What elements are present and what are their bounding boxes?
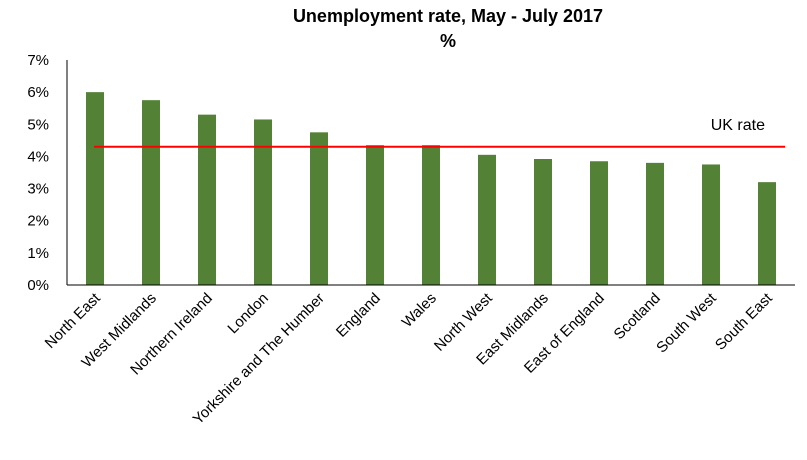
x-tick-label: Scotland <box>611 290 664 343</box>
bar <box>310 132 328 285</box>
y-tick-label: 4% <box>27 148 49 165</box>
x-tick-label: England <box>333 290 384 341</box>
y-tick-label: 0% <box>27 277 49 294</box>
y-tick-label: 6% <box>27 84 49 101</box>
bar <box>534 159 552 285</box>
x-tick-label: Wales <box>399 290 440 331</box>
bar <box>758 182 776 285</box>
x-tick-label: London <box>224 290 271 337</box>
y-tick-label: 7% <box>27 52 49 69</box>
bar <box>366 145 384 285</box>
x-tick-label: South East <box>712 289 776 353</box>
bars <box>86 92 776 286</box>
y-tick-label: 5% <box>27 116 49 133</box>
bar <box>590 161 608 285</box>
bar <box>478 154 496 285</box>
bar <box>646 162 664 285</box>
x-tick-label: South West <box>653 289 720 356</box>
bar <box>142 100 160 285</box>
chart-title: Unemployment rate, May - July 2017 <box>293 6 603 26</box>
chart-subtitle: % <box>440 31 456 51</box>
bar <box>198 114 216 286</box>
bar <box>702 164 720 285</box>
y-tick-label: 3% <box>27 181 49 198</box>
uk-rate-reference: UK rate <box>94 117 785 148</box>
uk-rate-label: UK rate <box>711 117 765 134</box>
bar <box>254 119 272 285</box>
y-axis: 0% 1% 2% 3% 4% 5% 6% 7% <box>27 52 68 294</box>
bar <box>422 145 440 285</box>
bar <box>86 92 104 286</box>
y-tick-label: 2% <box>27 213 49 230</box>
y-tick-label: 1% <box>27 245 49 262</box>
